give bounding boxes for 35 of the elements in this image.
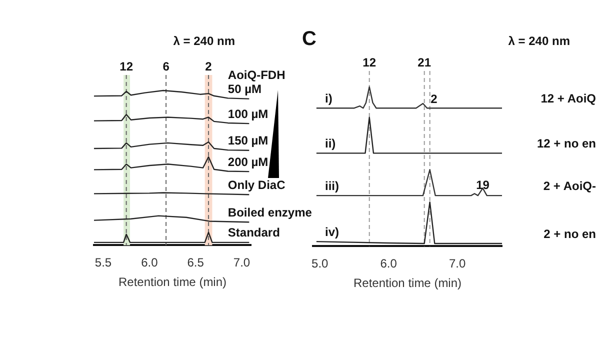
x-tick-label: 6.0 <box>380 256 398 271</box>
series-label: Only DiaC <box>228 178 286 192</box>
text: 12 + no en <box>536 136 596 150</box>
x-axis-title: Retention time (min) <box>118 275 227 290</box>
x-tick-label: 7.0 <box>233 256 250 270</box>
annotation: ii) <box>325 136 336 150</box>
x-tick-label: 6.0 <box>141 256 158 270</box>
text: 12 + AoiQ <box>540 91 596 106</box>
annotation: i) <box>325 91 332 106</box>
series-label: Boiled enzyme <box>228 205 312 220</box>
text: 21 <box>418 55 432 70</box>
x-tick-label: 7.0 <box>448 256 466 271</box>
text: 6 <box>162 59 170 74</box>
x-tick-label: 5.5 <box>94 256 112 270</box>
text: λ = 240 nm <box>508 34 570 48</box>
annotation: iii) <box>325 178 339 193</box>
text: 2 + AoiQ- <box>543 178 596 193</box>
annotation: iv) <box>325 224 340 239</box>
x-tick-label: 5.0 <box>312 256 329 271</box>
legend-title: AoiQ-FDH <box>228 68 286 82</box>
text: 2 <box>205 59 212 74</box>
series-label: Standard <box>228 226 280 240</box>
series-label: 200 µM <box>228 154 268 169</box>
chart-title: λ = 240 nm <box>173 34 235 48</box>
chart-title: C <box>302 28 316 50</box>
series-label: 150 µM <box>228 134 268 148</box>
annotation: 2 <box>430 92 438 106</box>
series-label: 50 µM <box>228 82 262 96</box>
annotation: 19 <box>476 178 490 192</box>
x-tick-label: 6.5 <box>187 256 204 270</box>
series-label: 100 µM <box>228 106 268 121</box>
x-axis-title: Retention time (min) <box>353 276 462 290</box>
text: 12 <box>120 59 134 74</box>
text: 2 + no en <box>544 226 596 241</box>
text: 12 <box>362 55 376 70</box>
